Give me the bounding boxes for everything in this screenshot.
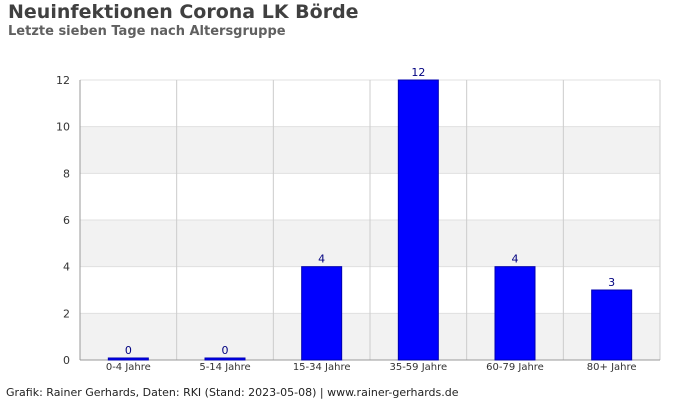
source-footer: Grafik: Rainer Gerhards, Daten: RKI (Sta… [6, 386, 459, 399]
x-tick-label: 35-59 Jahre [389, 362, 447, 373]
bar-value-label: 0 [222, 344, 229, 357]
y-tick-label: 2 [63, 307, 70, 320]
x-tick-label: 80+ Jahre [587, 362, 637, 373]
x-tick-label: 60-79 Jahre [486, 362, 544, 373]
x-tick-label: 0-4 Jahre [106, 362, 151, 373]
bar-value-label: 0 [125, 344, 132, 357]
bar [494, 266, 536, 361]
bar [204, 357, 246, 361]
y-tick-label: 0 [63, 354, 70, 367]
bar-value-label: 12 [411, 66, 425, 79]
y-tick-label: 10 [56, 121, 70, 134]
y-tick-label: 4 [63, 261, 70, 274]
bar-value-label: 4 [512, 253, 519, 266]
bar [397, 79, 439, 361]
y-tick-label: 6 [63, 214, 70, 227]
bar [591, 289, 633, 361]
y-tick-label: 12 [56, 74, 70, 87]
chart-title: Neuinfektionen Corona LK Börde [8, 1, 359, 23]
bar-value-label: 3 [608, 276, 615, 289]
x-tick-label: 5-14 Jahre [199, 362, 250, 373]
y-tick-label: 8 [63, 167, 70, 180]
bar [107, 357, 149, 361]
chart-subtitle: Letzte sieben Tage nach Altersgruppe [8, 24, 286, 39]
bar-value-label: 4 [318, 253, 325, 266]
bar [301, 266, 343, 361]
x-tick-label: 15-34 Jahre [293, 362, 351, 373]
